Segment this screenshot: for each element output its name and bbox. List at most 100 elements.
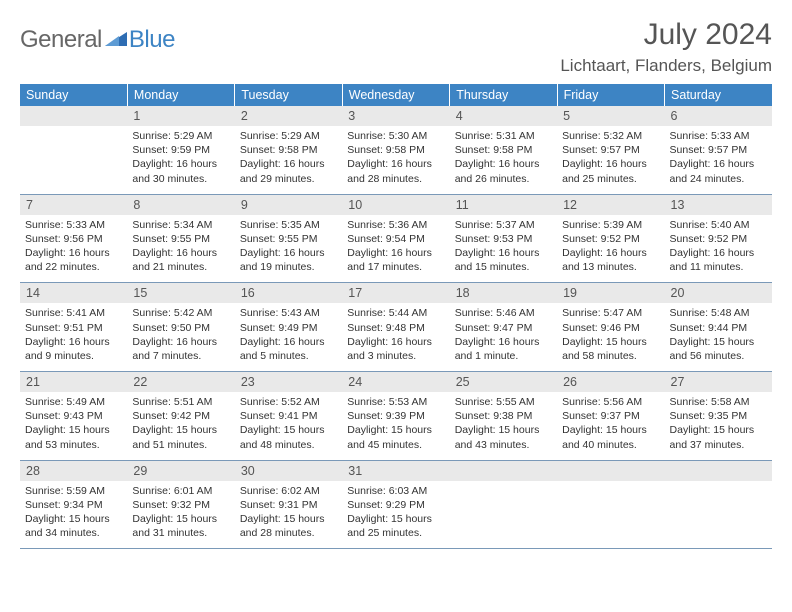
calendar-day-cell: 9Sunrise: 5:35 AMSunset: 9:55 PMDaylight… [235,194,342,283]
sunset-text: Sunset: 9:37 PM [562,409,659,423]
sunset-text: Sunset: 9:52 PM [670,232,767,246]
day-content: Sunrise: 5:33 AMSunset: 9:57 PMDaylight:… [665,126,772,194]
sunrise-text: Sunrise: 6:02 AM [240,484,337,498]
calendar-day-cell: 14Sunrise: 5:41 AMSunset: 9:51 PMDayligh… [20,283,127,372]
day-number: 1 [127,106,234,126]
sunrise-text: Sunrise: 5:39 AM [562,218,659,232]
daylight-text: Daylight: 16 hours and 5 minutes. [240,335,337,363]
day-content [557,481,664,541]
weekday-header-row: Sunday Monday Tuesday Wednesday Thursday… [20,84,772,106]
day-content: Sunrise: 5:29 AMSunset: 9:58 PMDaylight:… [235,126,342,194]
daylight-text: Daylight: 16 hours and 24 minutes. [670,157,767,185]
calendar-week-row: 28Sunrise: 5:59 AMSunset: 9:34 PMDayligh… [20,460,772,549]
logo: General Blue [20,18,175,54]
page-header: General Blue July 2024 Lichtaart, Flande… [20,18,772,76]
day-number: 28 [20,461,127,481]
sunrise-text: Sunrise: 5:42 AM [132,306,229,320]
sunset-text: Sunset: 9:51 PM [25,321,122,335]
logo-text-general: General [20,26,102,54]
day-content: Sunrise: 5:58 AMSunset: 9:35 PMDaylight:… [665,392,772,460]
calendar-day-cell: 29Sunrise: 6:01 AMSunset: 9:32 PMDayligh… [127,460,234,549]
day-number: 16 [235,283,342,303]
day-content: Sunrise: 5:40 AMSunset: 9:52 PMDaylight:… [665,215,772,283]
daylight-text: Daylight: 15 hours and 43 minutes. [455,423,552,451]
sunrise-text: Sunrise: 5:32 AM [562,129,659,143]
day-number [20,106,127,126]
day-content [665,481,772,541]
day-number: 2 [235,106,342,126]
day-number: 4 [450,106,557,126]
sunset-text: Sunset: 9:43 PM [25,409,122,423]
day-content: Sunrise: 5:33 AMSunset: 9:56 PMDaylight:… [20,215,127,283]
day-number [665,461,772,481]
sunrise-text: Sunrise: 5:40 AM [670,218,767,232]
day-content: Sunrise: 5:52 AMSunset: 9:41 PMDaylight:… [235,392,342,460]
month-title: July 2024 [560,18,772,52]
day-number: 11 [450,195,557,215]
sunrise-text: Sunrise: 5:55 AM [455,395,552,409]
calendar-day-cell [20,106,127,194]
sunrise-text: Sunrise: 5:31 AM [455,129,552,143]
day-content: Sunrise: 5:37 AMSunset: 9:53 PMDaylight:… [450,215,557,283]
calendar-day-cell: 3Sunrise: 5:30 AMSunset: 9:58 PMDaylight… [342,106,449,194]
day-content: Sunrise: 5:44 AMSunset: 9:48 PMDaylight:… [342,303,449,371]
daylight-text: Daylight: 16 hours and 17 minutes. [347,246,444,274]
day-content: Sunrise: 5:29 AMSunset: 9:59 PMDaylight:… [127,126,234,194]
day-number: 13 [665,195,772,215]
sunrise-text: Sunrise: 5:43 AM [240,306,337,320]
sunrise-text: Sunrise: 5:46 AM [455,306,552,320]
day-content: Sunrise: 5:32 AMSunset: 9:57 PMDaylight:… [557,126,664,194]
day-content: Sunrise: 5:59 AMSunset: 9:34 PMDaylight:… [20,481,127,549]
calendar-day-cell [450,460,557,549]
calendar-day-cell: 30Sunrise: 6:02 AMSunset: 9:31 PMDayligh… [235,460,342,549]
calendar-day-cell: 13Sunrise: 5:40 AMSunset: 9:52 PMDayligh… [665,194,772,283]
daylight-text: Daylight: 16 hours and 13 minutes. [562,246,659,274]
calendar-day-cell: 8Sunrise: 5:34 AMSunset: 9:55 PMDaylight… [127,194,234,283]
logo-text-blue: Blue [129,26,175,54]
calendar-day-cell: 1Sunrise: 5:29 AMSunset: 9:59 PMDaylight… [127,106,234,194]
sunrise-text: Sunrise: 5:49 AM [25,395,122,409]
daylight-text: Daylight: 15 hours and 53 minutes. [25,423,122,451]
day-content: Sunrise: 5:53 AMSunset: 9:39 PMDaylight:… [342,392,449,460]
sunset-text: Sunset: 9:50 PM [132,321,229,335]
sunset-text: Sunset: 9:53 PM [455,232,552,246]
sunset-text: Sunset: 9:44 PM [670,321,767,335]
sunset-text: Sunset: 9:52 PM [562,232,659,246]
sunrise-text: Sunrise: 5:37 AM [455,218,552,232]
day-content: Sunrise: 5:42 AMSunset: 9:50 PMDaylight:… [127,303,234,371]
sunset-text: Sunset: 9:38 PM [455,409,552,423]
daylight-text: Daylight: 16 hours and 15 minutes. [455,246,552,274]
daylight-text: Daylight: 16 hours and 7 minutes. [132,335,229,363]
sunset-text: Sunset: 9:49 PM [240,321,337,335]
daylight-text: Daylight: 16 hours and 30 minutes. [132,157,229,185]
sunrise-text: Sunrise: 5:58 AM [670,395,767,409]
day-content: Sunrise: 5:46 AMSunset: 9:47 PMDaylight:… [450,303,557,371]
day-content: Sunrise: 5:51 AMSunset: 9:42 PMDaylight:… [127,392,234,460]
daylight-text: Daylight: 15 hours and 37 minutes. [670,423,767,451]
daylight-text: Daylight: 15 hours and 56 minutes. [670,335,767,363]
day-content: Sunrise: 5:30 AMSunset: 9:58 PMDaylight:… [342,126,449,194]
calendar-day-cell: 19Sunrise: 5:47 AMSunset: 9:46 PMDayligh… [557,283,664,372]
day-number: 19 [557,283,664,303]
day-content [450,481,557,541]
sunset-text: Sunset: 9:56 PM [25,232,122,246]
daylight-text: Daylight: 15 hours and 40 minutes. [562,423,659,451]
logo-triangle-icon [105,28,127,53]
calendar-day-cell: 4Sunrise: 5:31 AMSunset: 9:58 PMDaylight… [450,106,557,194]
sunset-text: Sunset: 9:57 PM [562,143,659,157]
day-number: 20 [665,283,772,303]
calendar-day-cell: 17Sunrise: 5:44 AMSunset: 9:48 PMDayligh… [342,283,449,372]
day-content: Sunrise: 5:48 AMSunset: 9:44 PMDaylight:… [665,303,772,371]
daylight-text: Daylight: 15 hours and 58 minutes. [562,335,659,363]
sunset-text: Sunset: 9:55 PM [132,232,229,246]
day-number: 27 [665,372,772,392]
day-number: 21 [20,372,127,392]
calendar-table: Sunday Monday Tuesday Wednesday Thursday… [20,84,772,549]
sunrise-text: Sunrise: 5:56 AM [562,395,659,409]
weekday-header: Monday [127,84,234,106]
day-content: Sunrise: 5:41 AMSunset: 9:51 PMDaylight:… [20,303,127,371]
sunrise-text: Sunrise: 5:30 AM [347,129,444,143]
day-number [557,461,664,481]
sunrise-text: Sunrise: 5:47 AM [562,306,659,320]
sunset-text: Sunset: 9:39 PM [347,409,444,423]
